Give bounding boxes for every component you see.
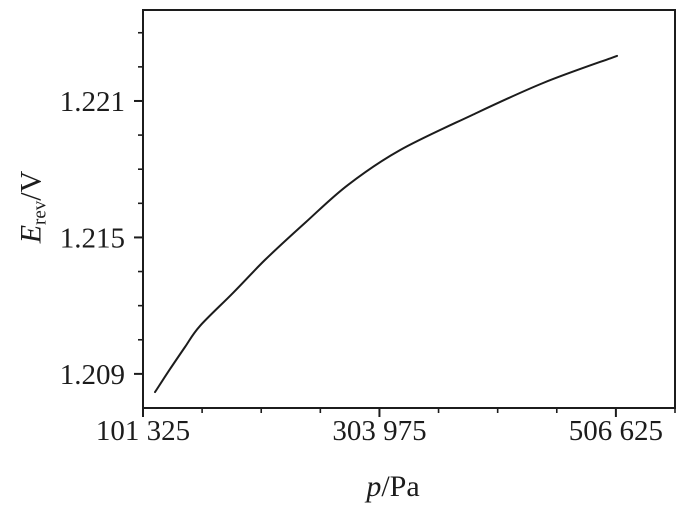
y-axis-subscript: rev (29, 200, 51, 225)
x-tick-label: 101 325 (96, 415, 190, 447)
y-axis-unit: /V (14, 170, 48, 201)
x-axis-symbol: p (366, 470, 382, 503)
y-tick-label: 1.209 (60, 359, 125, 391)
x-tick-label: 303 975 (332, 415, 426, 447)
data-curve (154, 54, 618, 394)
y-axis-title: Erev/V (15, 171, 52, 244)
plot-frame (142, 9, 676, 409)
y-tick-label: 1.215 (60, 222, 125, 254)
y-tick-label: 1.221 (60, 86, 125, 118)
x-tick-label: 506 625 (569, 415, 663, 447)
x-axis-unit: /Pa (381, 470, 420, 503)
y-axis-symbol: E (14, 224, 48, 244)
x-axis-title: p/Pa (366, 470, 419, 504)
